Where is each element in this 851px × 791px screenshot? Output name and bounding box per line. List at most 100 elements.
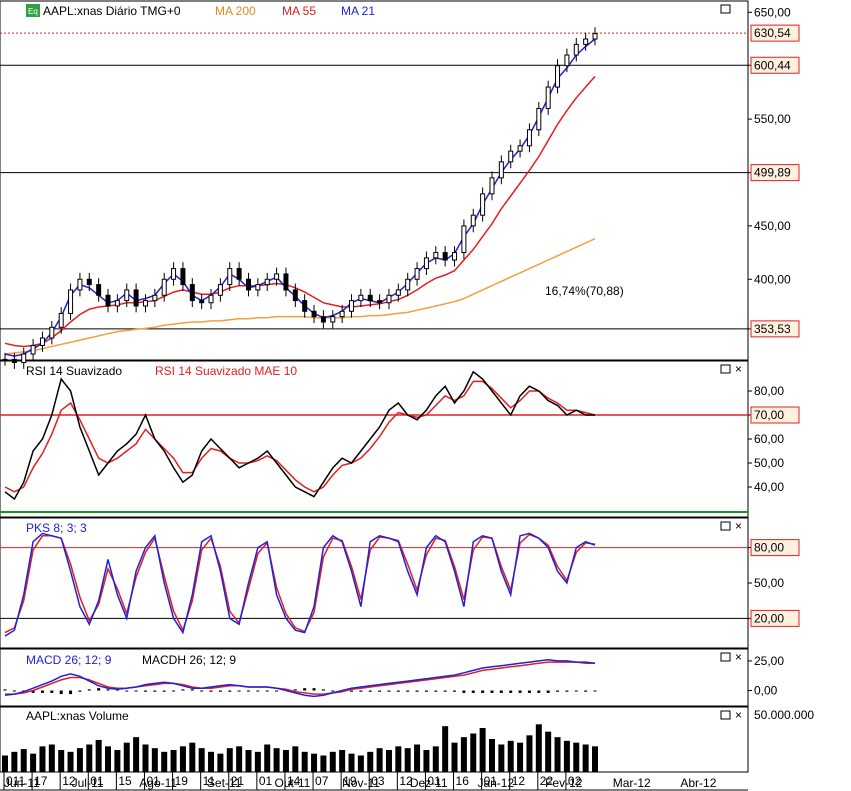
ma200-legend[interactable]: MA 200 [215, 4, 256, 18]
close-icon[interactable]: × [735, 650, 742, 664]
volume-bar [488, 739, 495, 772]
rsi-legend[interactable]: RSI 14 Suavizado [26, 364, 122, 378]
macdh-bar [509, 690, 513, 693]
candle-body [21, 353, 27, 364]
volume-bar [208, 751, 215, 772]
candle-body [386, 294, 392, 304]
macd-line [4, 658, 596, 698]
candle-body [227, 268, 233, 286]
volume-bar [554, 737, 561, 772]
rsi-mae-legend[interactable]: RSI 14 Suavizado MAE 10 [155, 364, 297, 378]
volume-bar [236, 746, 243, 772]
candle-body [583, 38, 589, 45]
y-tick-label: 60,00 [754, 432, 784, 446]
maximize-icon [720, 710, 731, 720]
x-day-label: 15 [118, 774, 132, 788]
y-tick-label: 499,89 [754, 166, 791, 180]
x-month-label: Mar-12 [613, 776, 651, 790]
volume-bar [348, 753, 355, 772]
macdh-bar [321, 689, 325, 691]
candle-body [461, 225, 467, 254]
candle-body [592, 33, 598, 40]
x-day-label: 21 [231, 774, 245, 788]
candle-body [517, 145, 523, 152]
volume-bar [58, 750, 65, 772]
volume-bar [563, 740, 570, 772]
macdh-bar [143, 690, 147, 692]
ma200-line [4, 238, 596, 355]
macdh-bar [190, 689, 194, 691]
macdh-bar [537, 690, 541, 693]
x-day-label: 12 [512, 774, 526, 788]
macdh-bar [527, 690, 531, 693]
candle-body [302, 300, 308, 312]
macdh-bar [378, 690, 382, 692]
volume-bar [30, 753, 37, 772]
volume-bar [226, 748, 233, 772]
x-day-label: 01 [146, 774, 160, 788]
x-month-label: Fev-12 [545, 776, 583, 790]
macdh-bar [69, 690, 73, 695]
candle-body [86, 278, 92, 286]
candle-body [39, 337, 45, 346]
candle-body [11, 358, 17, 364]
x-day-label: 01 [484, 774, 498, 788]
candle-body [68, 289, 74, 314]
rsi-mae-line [4, 380, 596, 493]
y-tick-box [750, 164, 800, 182]
rsi-line [4, 370, 595, 501]
volume-bar [460, 737, 467, 772]
price-panel-title[interactable]: AAPL:xnas Diário TMG+0 [43, 4, 181, 18]
y-tick-box [750, 406, 800, 424]
x-day-label: 03 [371, 774, 385, 788]
symbol-badge-icon[interactable] [26, 4, 40, 17]
close-icon[interactable]: × [735, 519, 742, 533]
panel-price [0, 0, 749, 361]
y-tick-box [750, 539, 800, 557]
macdh-legend[interactable]: MACDH 26; 12; 9 [142, 653, 236, 667]
macdh-bar [481, 690, 485, 693]
candle-body [245, 278, 251, 291]
candle-body [208, 294, 214, 304]
y-tick-label: 40,00 [754, 480, 784, 494]
volume-bar [217, 753, 224, 772]
volume-bar [442, 726, 449, 772]
x-month-label: Set-11 [207, 776, 242, 790]
volume-bar [339, 750, 346, 772]
candle-body [526, 129, 532, 147]
candle-body [330, 316, 336, 323]
maximize-icon [720, 521, 731, 531]
candle-body [442, 252, 448, 261]
close-icon[interactable]: × [735, 708, 742, 722]
y-tick-box [750, 609, 800, 627]
candle-body [49, 326, 55, 339]
volume-bar [395, 746, 402, 772]
candle-body [274, 273, 280, 280]
pks-legend[interactable]: PKS 8; 3; 3 [26, 521, 87, 535]
x-day-label: 01 [90, 774, 104, 788]
macdh-bar [424, 690, 428, 692]
candle-body [395, 289, 401, 296]
close-icon[interactable]: × [735, 362, 742, 376]
x-month-label: Jan-12 [477, 776, 514, 790]
macd-legend[interactable]: MACD 26; 12; 9 [26, 653, 112, 667]
volume-bar [20, 749, 27, 772]
volume-bar [254, 751, 261, 772]
volume-bar [404, 748, 411, 772]
x-day-label: 11 [203, 774, 216, 788]
ma21-legend[interactable]: MA 21 [341, 4, 375, 18]
volume-bar [451, 742, 458, 772]
macdh-bar [50, 690, 54, 693]
ma55-legend[interactable]: MA 55 [282, 4, 316, 18]
panel-pks [0, 517, 749, 649]
candle-body [264, 278, 270, 286]
candle-body [452, 252, 458, 261]
candle-body [77, 278, 83, 291]
volume-bar [573, 742, 580, 772]
volume-bar [151, 748, 158, 772]
macdh-bar [471, 690, 475, 693]
volume-bar [385, 750, 392, 772]
volume-bar [179, 746, 186, 772]
volume-legend[interactable]: AAPL:xnas Volume [26, 709, 129, 723]
